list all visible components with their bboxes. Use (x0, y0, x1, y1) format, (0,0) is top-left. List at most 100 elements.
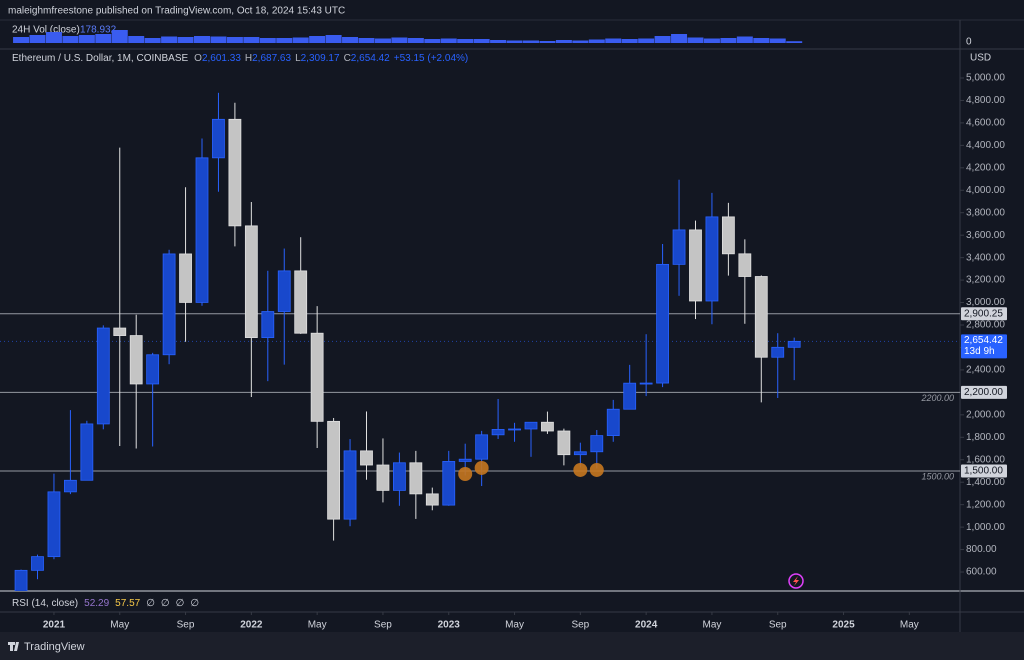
lightning-icon[interactable] (788, 573, 804, 589)
plot-area (0, 92, 960, 591)
y-tick-label: 4,000.00 (966, 185, 1005, 196)
candle (195, 138, 209, 306)
candle (64, 410, 77, 495)
candle (343, 439, 357, 527)
y-tick-label: 3,000.00 (966, 297, 1005, 308)
volume-bar (671, 34, 688, 43)
candle-body (261, 311, 275, 338)
currency: USD (970, 53, 991, 64)
volume-bar (144, 38, 161, 43)
volume-bar (522, 40, 539, 43)
volume-bar (374, 38, 391, 43)
y-tick-label: 5,000.00 (966, 73, 1005, 84)
candle-body (524, 421, 538, 430)
volume-bar (210, 36, 227, 43)
candle-body (14, 569, 28, 591)
volume-bar (506, 40, 523, 43)
icon-ring[interactable] (788, 573, 804, 589)
volume-bar (111, 30, 128, 43)
last-price-box (961, 334, 1007, 359)
volume-bar (424, 39, 441, 43)
x-tick-label: 2022 (240, 620, 263, 631)
legend-value: 2,687.63 (252, 53, 291, 64)
rsi-value: ∅ (161, 598, 170, 609)
candle-body (96, 327, 110, 425)
legend-key: C (344, 53, 351, 64)
candle-body (195, 157, 209, 303)
brand-logo[interactable]: TradingView (8, 641, 85, 653)
volume-bar (440, 38, 457, 43)
volume-bar (753, 38, 770, 43)
candle (228, 102, 242, 247)
candle-body (475, 434, 489, 460)
candle (162, 249, 176, 365)
y-tick-label: 4,600.00 (966, 118, 1005, 129)
volume-bar (687, 37, 704, 43)
candle (392, 452, 406, 506)
volume-bar (391, 37, 408, 43)
candle-body (590, 435, 604, 453)
candle-body (294, 270, 308, 334)
candle (623, 364, 637, 410)
candle (508, 422, 521, 442)
candle (96, 325, 110, 430)
logo-mark[interactable] (8, 642, 19, 651)
candle-body (47, 491, 61, 558)
candle (557, 428, 571, 466)
candle-body (754, 276, 768, 358)
candle-body (639, 382, 653, 385)
brand-name[interactable]: TradingView (24, 641, 85, 653)
price-label: 2,900.25 (964, 308, 1003, 319)
candle (491, 399, 505, 439)
x-tick-label: 2023 (438, 620, 461, 631)
legend-change: +53.15 (+2.04%) (394, 53, 469, 64)
candle (738, 239, 752, 324)
candle (705, 192, 719, 325)
y-tick-label: 3,200.00 (966, 275, 1005, 286)
volume-bar (194, 36, 211, 43)
x-tick-label: Sep (769, 620, 787, 631)
price-label-box (961, 307, 1007, 321)
rsi-value: 57.57 (115, 598, 140, 609)
y-tick-label: 4,800.00 (966, 95, 1005, 106)
candle (409, 450, 423, 519)
volume-bar (736, 36, 753, 43)
x-tick-label: May (702, 620, 721, 631)
volume-bar (259, 38, 276, 43)
candle (113, 147, 127, 447)
volume-bar (769, 38, 786, 43)
candle (146, 352, 160, 447)
volume-bar (243, 37, 260, 43)
volume-value: 178.932 (80, 25, 117, 36)
volume-bar (177, 37, 194, 43)
y-tick-label: 1,800.00 (966, 432, 1005, 443)
y-tick-label: 2,000.00 (966, 409, 1005, 420)
event-marker (474, 460, 489, 475)
y-tick-label: 1,000.00 (966, 522, 1005, 533)
y-tick-label: 2,400.00 (966, 365, 1005, 376)
candle-body (277, 270, 291, 312)
candle (47, 473, 61, 560)
candle-body (656, 263, 669, 384)
candle (277, 248, 291, 365)
candle (376, 438, 390, 503)
symbol-legend: Ethereum / U.S. Dollar, 1M, COINBASE O 2,6… (12, 53, 468, 64)
candle-body (623, 382, 637, 410)
candle (639, 334, 653, 397)
y-tick-label: 4,400.00 (966, 140, 1005, 151)
symbol: Ethereum / U.S. Dollar, 1M, COINBASE (12, 53, 188, 64)
candle (689, 220, 702, 320)
y-tick-label: 800.00 (966, 544, 997, 555)
x-tick-label: May (110, 620, 129, 631)
volume-bar (786, 41, 803, 43)
footer-bar (0, 632, 1024, 660)
candle (327, 417, 340, 541)
rsi-legend: RSI (14, close) 52.29 57.57 ∅ ∅ ∅ ∅ (12, 598, 199, 609)
icon-bolt[interactable] (793, 576, 799, 586)
x-tick-label: Sep (177, 620, 195, 631)
x-tick-label: Sep (374, 620, 392, 631)
volume-bar (703, 38, 720, 43)
legend-key: O (194, 53, 202, 64)
